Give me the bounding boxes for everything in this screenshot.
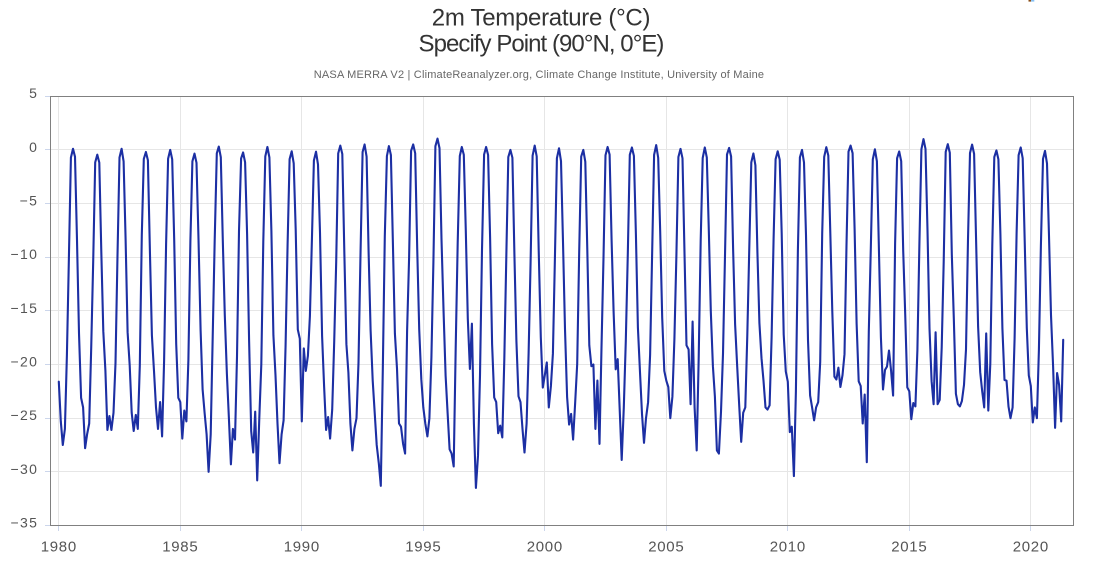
svg-text:−30: −30 [11,461,39,477]
svg-text:Specify Point (90°N, 0°E): Specify Point (90°N, 0°E) [419,30,664,57]
svg-text:−20: −20 [11,354,39,370]
svg-text:−5: −5 [20,193,39,209]
svg-text:2m Temperature (°C): 2m Temperature (°C) [432,5,650,32]
svg-text:2005: 2005 [648,539,684,556]
svg-text:−15: −15 [11,300,39,316]
svg-text:0: 0 [29,139,38,155]
svg-text:−10: −10 [11,246,39,262]
svg-text:5: 5 [29,85,38,101]
svg-text:1995: 1995 [405,539,441,556]
svg-text:1985: 1985 [162,539,198,556]
svg-text:2015: 2015 [891,539,927,556]
svg-text:1990: 1990 [284,539,320,556]
svg-text:2010: 2010 [770,539,806,556]
svg-text:2020: 2020 [1013,539,1049,556]
svg-text:−35: −35 [11,514,39,530]
svg-text:1980: 1980 [41,539,77,556]
svg-text:NASA MERRA V2 | ClimateReanaly: NASA MERRA V2 | ClimateReanalyzer.org, C… [314,69,764,81]
svg-text:2000: 2000 [527,539,563,556]
svg-text:−25: −25 [11,407,39,423]
